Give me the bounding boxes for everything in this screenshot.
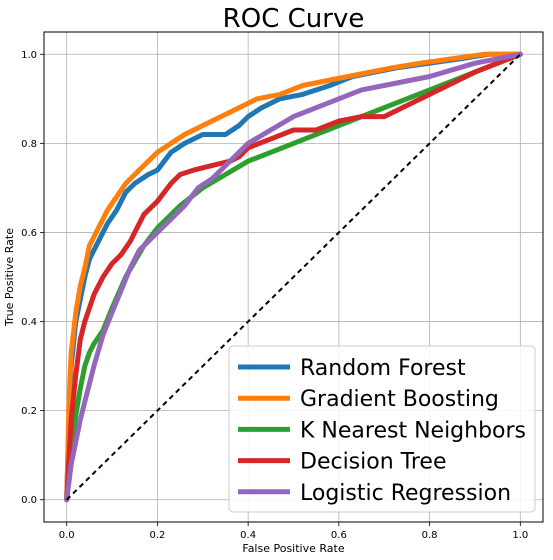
series-lines [64, 51, 523, 503]
series-line-decision-tree [64, 51, 523, 503]
y-tick-label: 0.8 [21, 139, 37, 150]
legend-box [228, 345, 536, 513]
x-tick-label: 0.4 [240, 530, 256, 541]
y-tick-label: 1.0 [21, 50, 37, 61]
legend-label: Logistic Regression [300, 481, 511, 506]
x-tick-label: 0.2 [149, 530, 165, 541]
series-line-gradient-boosting [64, 51, 523, 503]
y-axis-label: True Positive Rate [3, 228, 16, 327]
series-line-logistic-regression [64, 51, 523, 503]
chart-title: ROC Curve [223, 4, 365, 34]
x-tick-label: 0.0 [59, 530, 75, 541]
axis-ticks: 0.0 0.2 0.4 0.6 0.8 1.0 0.0 0.2 0.4 0.6 0.8 1.0 [21, 50, 528, 541]
x-tick-label: 0.6 [331, 530, 347, 541]
baseline-diagonal [65, 53, 522, 501]
x-tick-label: 0.8 [422, 530, 438, 541]
legend: Random Forest Gradient Boosting K Nearest … [228, 345, 536, 513]
x-axis-label: False Positive Rate [242, 542, 344, 555]
y-tick-label: 0.4 [21, 317, 37, 328]
x-tick-label: 1.0 [512, 530, 528, 541]
y-tick-label: 0.6 [21, 228, 37, 239]
legend-label: K Nearest Neighbors [300, 418, 526, 443]
y-tick-label: 0.0 [21, 495, 37, 506]
legend-label: Gradient Boosting [300, 387, 499, 412]
legend-label: Decision Tree [300, 450, 447, 475]
y-tick-label: 0.2 [21, 406, 37, 417]
legend-label: Random Forest [300, 356, 466, 381]
plot-frame [43, 31, 544, 523]
